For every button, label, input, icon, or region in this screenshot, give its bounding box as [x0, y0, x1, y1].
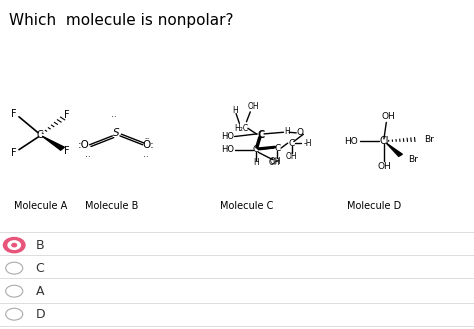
Text: F: F: [11, 148, 17, 158]
Circle shape: [8, 241, 20, 249]
Text: F: F: [64, 146, 69, 156]
Text: H: H: [232, 106, 237, 115]
Text: Molecule A: Molecule A: [14, 201, 67, 211]
Text: C: C: [274, 143, 281, 153]
Text: -H: -H: [304, 139, 312, 148]
Circle shape: [6, 308, 23, 320]
Text: ··: ··: [143, 153, 149, 162]
Text: C: C: [288, 139, 295, 148]
Text: O: O: [296, 128, 303, 137]
Text: OH: OH: [377, 162, 391, 171]
Text: H: H: [284, 127, 290, 136]
Polygon shape: [386, 143, 402, 156]
Text: Molecule C: Molecule C: [220, 201, 273, 211]
Text: OH: OH: [286, 152, 297, 161]
Circle shape: [6, 262, 23, 274]
Circle shape: [12, 243, 17, 247]
Polygon shape: [42, 136, 64, 150]
Text: C: C: [37, 130, 44, 140]
Text: H: H: [253, 158, 259, 167]
Text: S: S: [113, 128, 119, 138]
Text: C: C: [257, 130, 264, 140]
Text: Molecule D: Molecule D: [347, 201, 401, 211]
Text: Cl: Cl: [379, 137, 389, 146]
Text: A: A: [36, 285, 44, 298]
Text: C: C: [253, 145, 259, 154]
Text: OH: OH: [248, 102, 259, 112]
Circle shape: [6, 285, 23, 297]
Text: Molecule B: Molecule B: [85, 201, 138, 211]
Text: ··: ··: [111, 113, 117, 122]
Text: Which  molecule is nonpolar?: Which molecule is nonpolar?: [9, 13, 234, 28]
Text: Br: Br: [424, 135, 434, 144]
Text: Ö:: Ö:: [143, 140, 154, 150]
Text: H₂C: H₂C: [235, 124, 249, 133]
Text: F: F: [11, 109, 17, 118]
Text: OH: OH: [270, 157, 282, 166]
Text: ··: ··: [85, 153, 91, 162]
Text: HO: HO: [344, 137, 358, 146]
Circle shape: [4, 238, 25, 252]
Text: B: B: [36, 239, 44, 252]
Text: C: C: [36, 262, 44, 275]
Text: Br: Br: [408, 155, 418, 164]
Text: F: F: [64, 110, 69, 120]
Text: :O: :O: [78, 140, 90, 150]
Text: D: D: [36, 308, 45, 321]
Text: HO: HO: [221, 132, 234, 141]
Text: HO: HO: [221, 145, 234, 154]
Text: OH: OH: [268, 158, 280, 167]
Text: OH: OH: [382, 112, 396, 121]
